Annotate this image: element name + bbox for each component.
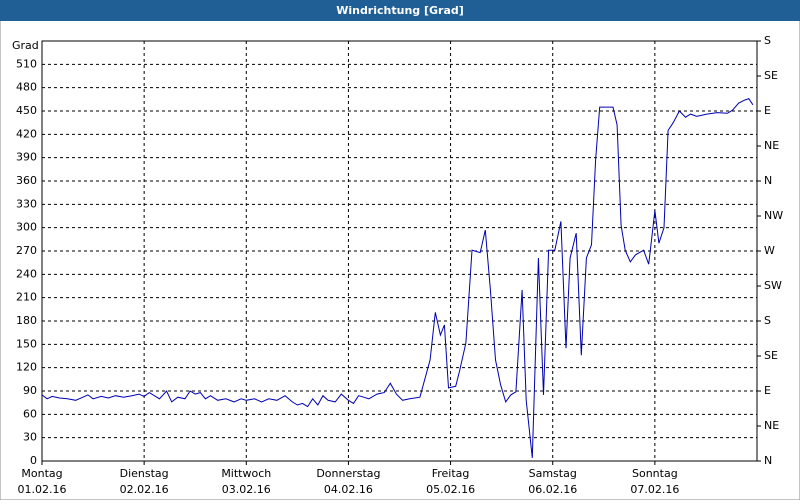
y2-tick-label: N	[764, 454, 772, 467]
y2-tick-label: E	[764, 104, 771, 117]
x-tick-date: 04.02.16	[324, 483, 373, 496]
x-tick-date: 05.02.16	[426, 483, 475, 496]
y-tick-label: 210	[16, 291, 37, 304]
y2-tick-label: N	[764, 174, 772, 187]
x-tick-label: Samstag	[529, 467, 577, 480]
y-tick-label: 120	[16, 361, 37, 374]
y-tick-label: 330	[16, 197, 37, 210]
y-tick-label: 390	[16, 151, 37, 164]
y-tick-label: 30	[23, 431, 37, 444]
y-tick-label: 180	[16, 314, 37, 327]
x-tick-date: 02.02.16	[120, 483, 169, 496]
y2-tick-label: NE	[764, 419, 779, 432]
x-tick-date: 07.02.16	[630, 483, 679, 496]
x-tick-date: 01.02.16	[18, 483, 67, 496]
y2-tick-label: NW	[764, 209, 783, 222]
y-tick-label: 480	[16, 81, 37, 94]
x-tick-label: Montag	[21, 467, 62, 480]
title-bar	[0, 0, 800, 21]
x-tick-label: Donnerstag	[316, 467, 380, 480]
chart-title: Windrichtung [Grad]	[336, 4, 464, 17]
y-tick-label: 240	[16, 267, 37, 280]
y-tick-label: 510	[16, 57, 37, 70]
y-tick-label: 300	[16, 221, 37, 234]
y2-tick-label: E	[764, 384, 771, 397]
x-tick-label: Freitag	[432, 467, 470, 480]
y2-tick-label: SE	[764, 349, 778, 362]
y2-tick-label: W	[764, 244, 775, 257]
y-tick-label: 0	[30, 454, 37, 467]
y-tick-label: 360	[16, 174, 37, 187]
y2-tick-label: SW	[764, 279, 782, 292]
y-tick-label: 150	[16, 337, 37, 350]
x-tick-date: 03.02.16	[222, 483, 271, 496]
y2-tick-label: SE	[764, 69, 778, 82]
x-tick-date: 06.02.16	[528, 483, 577, 496]
y-tick-label: 450	[16, 104, 37, 117]
y-tick-label: 60	[23, 407, 37, 420]
y-axis-label: Grad	[12, 39, 39, 52]
x-tick-label: Sonntag	[632, 467, 678, 480]
data-line	[41, 97, 754, 458]
y-tick-label: 270	[16, 244, 37, 257]
x-tick-label: Dienstag	[120, 467, 169, 480]
x-tick-label: Mittwoch	[221, 467, 271, 480]
y2-tick-label: NE	[764, 139, 779, 152]
y2-tick-label: S	[764, 314, 771, 327]
y-tick-label: 90	[23, 384, 37, 397]
y-tick-label: 420	[16, 127, 37, 140]
y2-tick-label: S	[764, 34, 771, 47]
